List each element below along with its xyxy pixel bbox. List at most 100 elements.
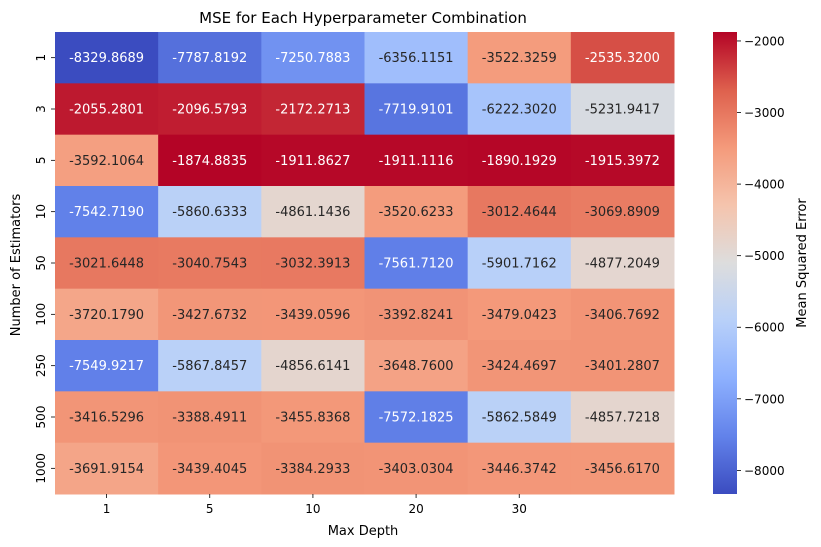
cell-value-label: -3416.5296 bbox=[69, 411, 144, 426]
heatmap-cell bbox=[364, 186, 469, 238]
y-axis-label: Number of Estimators bbox=[9, 194, 24, 337]
cell-value-label: -3069.8909 bbox=[585, 205, 660, 220]
heatmap-cell bbox=[261, 391, 365, 444]
colorbar-tick-label: −3000 bbox=[744, 106, 785, 120]
cell-value-label: -3520.6233 bbox=[379, 205, 454, 220]
y-axis-ticks: 1 3 5 10 50 100 250 500 1000 bbox=[34, 54, 55, 484]
cell-value-label: -4857.7218 bbox=[585, 411, 660, 426]
cell-value-label: -3455.8368 bbox=[275, 411, 350, 426]
heatmap-cell bbox=[570, 186, 675, 238]
cell-value-label: -2172.2713 bbox=[275, 103, 350, 118]
heatmap-cell bbox=[158, 340, 262, 392]
heatmap-cell bbox=[570, 83, 675, 136]
heatmap-cell bbox=[158, 442, 262, 495]
cell-value-label: -3592.1064 bbox=[69, 154, 144, 169]
heatmap-cell bbox=[570, 391, 675, 444]
heatmap-cell bbox=[364, 134, 469, 187]
cell-value-label: -5860.6333 bbox=[172, 205, 247, 220]
x-tick-label: 5 bbox=[206, 502, 214, 516]
heatmap-cell bbox=[55, 288, 159, 341]
heatmap-cell bbox=[467, 340, 572, 392]
heatmap-cell bbox=[261, 237, 365, 290]
cell-value-label: -3032.3913 bbox=[275, 257, 350, 272]
cell-value-label: -3648.7600 bbox=[379, 359, 454, 374]
cell-value-label: -3388.4911 bbox=[172, 411, 247, 426]
heatmap-cell bbox=[467, 134, 572, 187]
heatmap-cell bbox=[261, 340, 365, 392]
heatmap-cell bbox=[467, 32, 572, 84]
heatmap-cell bbox=[364, 83, 469, 136]
colorbar-tick-label: −5000 bbox=[744, 249, 785, 263]
heatmap-cell bbox=[158, 32, 262, 84]
cell-value-label: -3012.4644 bbox=[482, 205, 557, 220]
y-tick-label: 250 bbox=[34, 354, 48, 377]
heatmap-cell bbox=[55, 442, 159, 495]
cell-value-label: -3691.9154 bbox=[69, 462, 144, 477]
x-tick-label: 10 bbox=[305, 502, 320, 516]
cell-value-label: -7542.7190 bbox=[69, 205, 144, 220]
cell-value-label: -3522.3259 bbox=[482, 51, 557, 66]
cell-value-label: -5231.9417 bbox=[585, 103, 660, 118]
heatmap-cell bbox=[467, 288, 572, 341]
colorbar-tick-label: −7000 bbox=[744, 392, 785, 406]
cell-value-label: -4856.6141 bbox=[275, 359, 350, 374]
cell-value-label: -3479.0423 bbox=[482, 308, 557, 323]
y-tick-label: 1 bbox=[34, 54, 48, 62]
y-tick-label: 100 bbox=[34, 303, 48, 326]
heatmap-cell bbox=[467, 83, 572, 136]
heatmap-cell bbox=[467, 442, 572, 495]
cell-value-label: -5862.5849 bbox=[482, 411, 557, 426]
cell-value-label: -3446.3742 bbox=[482, 462, 557, 477]
cell-value-label: -5901.7162 bbox=[482, 257, 557, 272]
heatmap-cell bbox=[467, 391, 572, 444]
heatmap-cells: -8329.8689 -7787.8192 -7250.7883 -6356.1151… bbox=[55, 32, 675, 495]
heatmap-cell bbox=[158, 237, 262, 290]
heatmap-cell bbox=[55, 340, 159, 392]
heatmap-cell bbox=[55, 237, 159, 290]
cell-value-label: -3456.6170 bbox=[585, 462, 660, 477]
colorbar-tick-label: −2000 bbox=[744, 34, 785, 48]
x-tick-label: 1 bbox=[103, 502, 111, 516]
colorbar bbox=[713, 32, 737, 494]
heatmap-cell bbox=[55, 32, 159, 84]
y-tick-label: 50 bbox=[34, 255, 48, 270]
x-axis-ticks: 1 5 10 20 30 bbox=[103, 494, 527, 516]
heatmap-cell bbox=[570, 340, 675, 392]
heatmap-cell bbox=[55, 83, 159, 136]
heatmap-cell bbox=[261, 83, 365, 136]
heatmap-cell bbox=[570, 32, 675, 84]
cell-value-label: -7549.9217 bbox=[69, 359, 144, 374]
heatmap-cell bbox=[55, 186, 159, 238]
y-tick-label: 1000 bbox=[34, 453, 48, 484]
cell-value-label: -8329.8689 bbox=[69, 51, 144, 66]
heatmap-cell bbox=[570, 237, 675, 290]
heatmap-cell bbox=[55, 391, 159, 444]
cell-value-label: -6356.1151 bbox=[379, 51, 454, 66]
heatmap-cell bbox=[570, 134, 675, 187]
cell-value-label: -1911.8627 bbox=[275, 154, 350, 169]
cell-value-label: -5867.8457 bbox=[172, 359, 247, 374]
heatmap-cell bbox=[158, 83, 262, 136]
cell-value-label: -7250.7883 bbox=[275, 51, 350, 66]
y-tick-label: 5 bbox=[34, 157, 48, 165]
x-axis-label: Max Depth bbox=[328, 524, 399, 539]
x-tick-label: 20 bbox=[408, 502, 423, 516]
heatmap-cell bbox=[364, 442, 469, 495]
cell-value-label: -1874.8835 bbox=[172, 154, 247, 169]
y-tick-label: 500 bbox=[34, 406, 48, 429]
cell-value-label: -2535.3200 bbox=[585, 51, 660, 66]
heatmap-cell bbox=[364, 237, 469, 290]
cell-value-label: -3439.0596 bbox=[275, 308, 350, 323]
cell-value-label: -2096.5793 bbox=[172, 103, 247, 118]
colorbar-label: Mean Squared Error bbox=[795, 198, 810, 328]
cell-value-label: -3392.8241 bbox=[379, 308, 454, 323]
heatmap-cell bbox=[467, 186, 572, 238]
heatmap-cell bbox=[364, 32, 469, 84]
heatmap-cell bbox=[364, 391, 469, 444]
heatmap-cell bbox=[261, 186, 365, 238]
heatmap-cell bbox=[261, 288, 365, 341]
cell-value-label: -3384.2933 bbox=[275, 462, 350, 477]
heatmap-cell bbox=[261, 442, 365, 495]
heatmap-cell bbox=[364, 288, 469, 341]
